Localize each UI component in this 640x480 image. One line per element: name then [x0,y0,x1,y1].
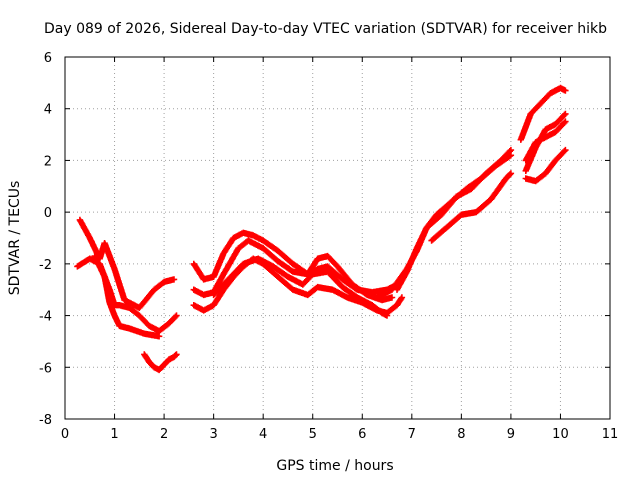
series-track-b [74,255,180,335]
data-point-markers [522,118,569,164]
x-tick-label: 7 [408,427,416,442]
series-track-d [141,351,180,374]
plot-frame [64,56,611,420]
y-tick-label: 4 [44,103,52,118]
x-tick-label: 11 [602,427,619,442]
series-track-j [393,152,515,293]
y-axis-label: SDTVAR / TECUs [7,181,23,296]
x-tick-label: 9 [507,427,515,442]
data-point-markers [393,152,515,293]
y-tick-label: -2 [39,258,52,273]
series-track-c [91,252,163,340]
data-point-markers [190,229,401,296]
y-tick-label: -4 [39,310,52,325]
data-point-markers [76,216,178,311]
x-tick-label: 5 [309,427,317,442]
series-track-l [517,84,569,143]
data-point-markers [210,255,391,319]
y-tick-label: 2 [44,154,52,169]
y-axis-ticks: -8 -6 -4 -2 0 2 4 6 [39,51,610,428]
x-axis-label: GPS time / hours [276,458,393,474]
data-marks [74,84,569,374]
grid [65,57,610,419]
x-tick-label: 8 [457,427,465,442]
x-tick-label: 0 [61,427,69,442]
chart-title: Day 089 of 2026, Sidereal Day-to-day VTE… [44,21,607,37]
x-tick-label: 6 [358,427,366,442]
series-track-o [522,146,569,185]
y-tick-label: -8 [39,413,52,428]
series-track-h [210,255,391,319]
x-tick-label: 10 [552,427,569,442]
x-tick-label: 3 [209,427,217,442]
series-track-e [190,229,401,296]
x-tick-label: 1 [110,427,118,442]
x-tick-label: 2 [160,427,168,442]
series-track-k [428,170,515,244]
x-axis-ticks: 0 1 2 3 4 5 6 7 8 9 10 11 [61,57,618,442]
series-track-f [190,237,396,304]
series-track-n [522,118,569,164]
data-point-markers [522,146,569,185]
data-point-markers [190,237,396,304]
data-point-markers [91,252,163,340]
data-point-markers [428,170,515,244]
y-tick-label: 0 [44,206,52,221]
x-tick-label: 4 [259,427,267,442]
series-track-a [76,216,178,311]
data-point-markers [517,84,569,143]
y-tick-label: 6 [44,51,52,66]
data-point-markers [74,255,180,335]
data-point-markers [141,351,180,374]
y-tick-label: -6 [39,361,52,376]
